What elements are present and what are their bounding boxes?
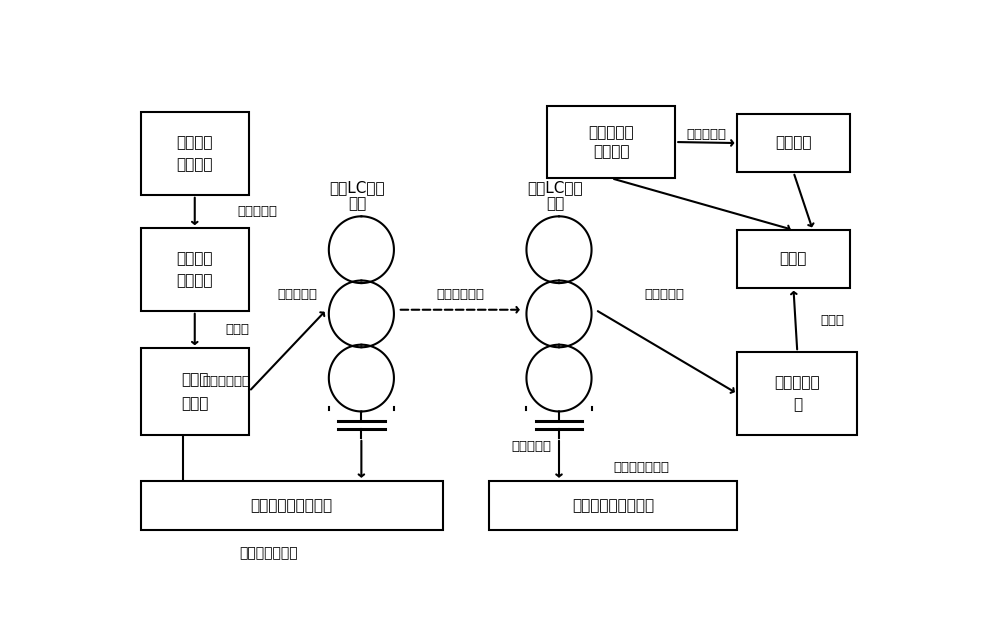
Text: 高频交流电: 高频交流电 xyxy=(644,287,684,301)
FancyBboxPatch shape xyxy=(140,228,249,311)
FancyBboxPatch shape xyxy=(140,348,249,435)
Text: 蓄电池: 蓄电池 xyxy=(780,252,807,266)
Text: 高压感应: 高压感应 xyxy=(176,135,213,150)
Text: 管理电路: 管理电路 xyxy=(593,144,630,159)
Text: 高频磁场能量: 高频磁场能量 xyxy=(436,287,484,301)
FancyBboxPatch shape xyxy=(737,114,850,172)
Text: 频率自适应调谐电路: 频率自适应调谐电路 xyxy=(251,498,333,513)
FancyBboxPatch shape xyxy=(737,230,850,288)
Text: 工频交流电: 工频交流电 xyxy=(237,205,277,218)
FancyBboxPatch shape xyxy=(547,106,675,179)
Text: 接收端电流幅值: 接收端电流幅值 xyxy=(613,461,669,474)
Text: 整流滤波电: 整流滤波电 xyxy=(774,375,820,390)
FancyBboxPatch shape xyxy=(140,112,249,195)
Text: 发射端电流幅值: 发射端电流幅值 xyxy=(239,546,298,560)
Text: 电池充放电: 电池充放电 xyxy=(588,125,634,140)
Text: 高频逆: 高频逆 xyxy=(181,372,208,387)
Text: 路: 路 xyxy=(793,397,802,412)
Text: 直流电: 直流电 xyxy=(821,314,845,326)
Text: 第二LC振荡: 第二LC振荡 xyxy=(527,180,583,195)
FancyBboxPatch shape xyxy=(140,481,443,531)
Text: 监控系统: 监控系统 xyxy=(775,136,812,150)
Text: 电路: 电路 xyxy=(348,196,367,211)
Text: 稳压电路: 稳压电路 xyxy=(176,273,213,288)
Text: 充放电控制: 充放电控制 xyxy=(686,128,726,141)
Text: 整流滤波: 整流滤波 xyxy=(176,251,213,266)
Text: 电路: 电路 xyxy=(546,196,564,211)
Text: 电容自适应调谐电路: 电容自适应调谐电路 xyxy=(572,498,654,513)
Text: 变电路: 变电路 xyxy=(181,396,208,411)
Text: 取电装置: 取电装置 xyxy=(176,157,213,172)
FancyBboxPatch shape xyxy=(737,352,857,435)
Text: 直流电: 直流电 xyxy=(226,323,250,336)
Text: 逆变频率控制: 逆变频率控制 xyxy=(202,374,250,388)
Text: 电容量控制: 电容量控制 xyxy=(511,440,551,453)
FancyBboxPatch shape xyxy=(489,481,737,531)
Text: 高频交流电: 高频交流电 xyxy=(277,287,317,301)
Text: 第一LC振荡: 第一LC振荡 xyxy=(330,180,385,195)
